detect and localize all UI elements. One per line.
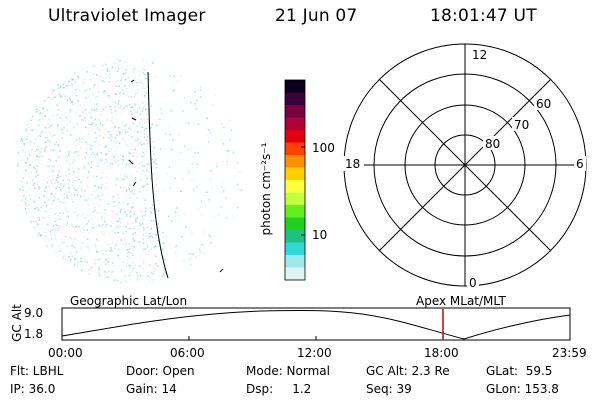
- ip-info: IP: 36.0: [10, 382, 56, 396]
- colorbar-tick-10: 10: [312, 228, 328, 242]
- date-label: 21 Jun 07: [275, 6, 358, 26]
- x-tick-0000: 00:00: [48, 346, 83, 360]
- colorbar-band: [285, 242, 305, 256]
- colorbar-band: [285, 205, 305, 218]
- colorbar-band: [285, 180, 305, 193]
- terminator-line: [147, 71, 169, 279]
- lat-label-60: 60: [536, 97, 551, 111]
- colorbar-band: [285, 105, 305, 118]
- tick-mark: [131, 117, 137, 121]
- door-info: Door: Open: [126, 364, 195, 378]
- polar-grid: 12 18 6 0 80 70 60: [342, 43, 587, 290]
- colorbar-band: [285, 142, 305, 156]
- mlt-label-0: 0: [469, 276, 477, 290]
- colorbar-band: [285, 80, 305, 93]
- colorbar-band: [285, 255, 305, 268]
- time-label: 18:01:47 UT: [430, 6, 537, 26]
- dsp-info: Dsp: 1.2: [246, 382, 312, 396]
- lat-label-80: 80: [485, 137, 500, 151]
- glon-info: GLon: 153.8: [486, 382, 559, 396]
- colorbar-tick-100: 100: [312, 141, 335, 155]
- y-tick-9: 9.0: [24, 306, 44, 320]
- x-tick-2359: 23:59: [552, 346, 587, 360]
- aurora-image: [16, 58, 243, 283]
- colorbar-band: [285, 155, 305, 168]
- colorbar-band: [285, 267, 305, 281]
- mode-info: Mode: Normal: [246, 364, 330, 378]
- gc-alt-axis-label: GC Alt: [10, 304, 24, 342]
- y-tick-1-8: 1.8: [24, 327, 44, 341]
- colorbar-band: [285, 230, 305, 243]
- tick-mark: [219, 268, 224, 273]
- lat-label-70: 70: [514, 118, 529, 132]
- colorbar-band: [285, 130, 305, 143]
- geographic-title: Geographic Lat/Lon: [70, 294, 188, 308]
- seq-info: Seq: 39: [366, 382, 412, 396]
- colorbar-band: [285, 117, 305, 131]
- x-tick-1200: 12:00: [297, 346, 332, 360]
- gc-alt-info: GC Alt: 2.3 Re: [366, 364, 450, 378]
- colorbar-unit-label: photon cm⁻²s⁻¹: [259, 142, 273, 236]
- tick-mark: [128, 159, 134, 165]
- colorbar: [284, 79, 306, 281]
- colorbar-band: [285, 167, 305, 181]
- glat-info: GLat: 59.5: [486, 364, 553, 378]
- tick-mark: [132, 181, 137, 187]
- mlt-label-12: 12: [472, 48, 487, 62]
- colorbar-band: [285, 92, 305, 106]
- altitude-timeline: [61, 307, 571, 341]
- colorbar-band: [285, 217, 305, 231]
- tick-mark: [130, 79, 135, 83]
- x-tick-1800: 18:00: [424, 346, 459, 360]
- instrument-title: Ultraviolet Imager: [48, 6, 206, 26]
- filter-info: Flt: LBHL: [10, 364, 64, 378]
- apex-title: Apex MLat/MLT: [416, 294, 506, 308]
- gain-info: Gain: 14: [126, 382, 177, 396]
- colorbar-band: [285, 192, 305, 206]
- mlt-label-6: 6: [576, 157, 584, 171]
- mlt-label-18: 18: [345, 157, 360, 171]
- altitude-curve: [61, 309, 571, 340]
- x-tick-0600: 06:00: [170, 346, 205, 360]
